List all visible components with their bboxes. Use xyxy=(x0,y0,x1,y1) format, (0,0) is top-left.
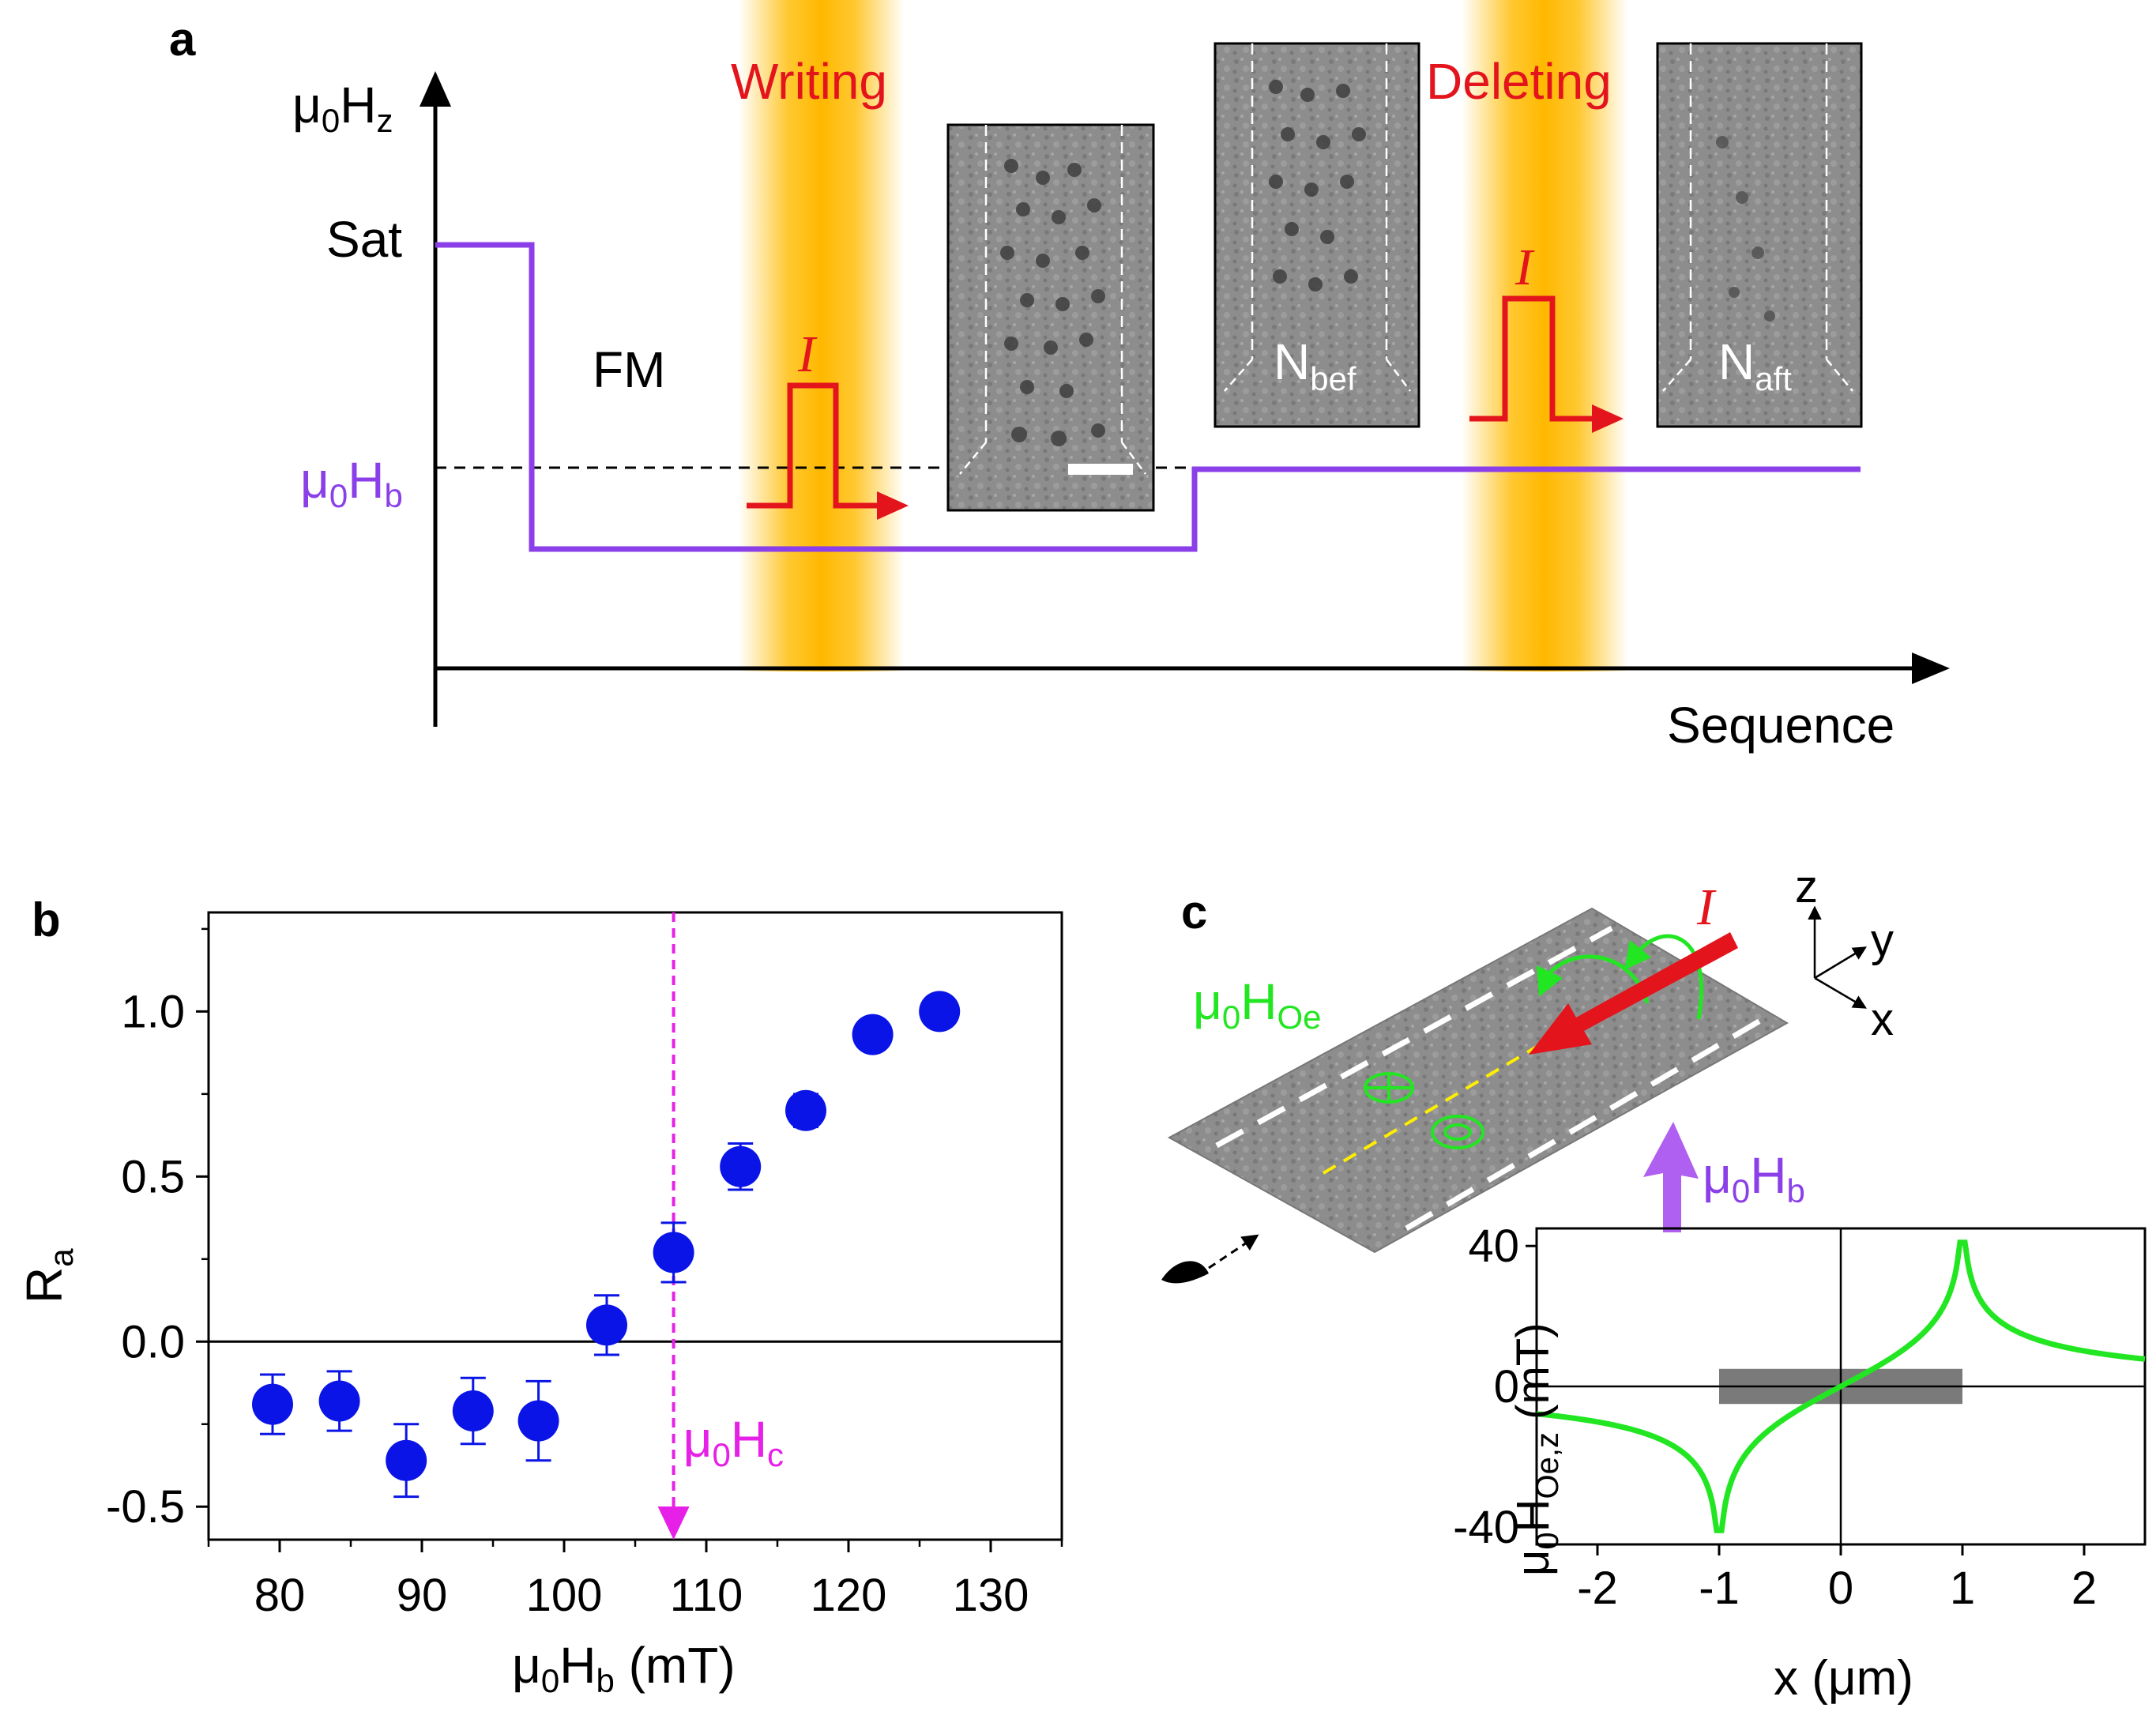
inset-x-tick-label: 2 xyxy=(2071,1563,2097,1614)
inset-x-tick-label: 1 xyxy=(1950,1563,1975,1614)
data-point xyxy=(720,1145,762,1187)
inset-x-tick-label: -2 xyxy=(1577,1563,1618,1614)
panel-a: a μ0Hz Sat FM μ0Hb Writing Deleting Sequ… xyxy=(169,0,1950,754)
hb-field-arrow xyxy=(1643,1122,1699,1232)
inset-y-tick-label: 0 xyxy=(1494,1361,1519,1412)
sequence-label: Sequence xyxy=(1667,697,1894,754)
writing-label: Writing xyxy=(731,53,887,110)
axis-y-label: y xyxy=(1871,915,1894,966)
hc-label: μ0Hc xyxy=(683,1411,784,1473)
panel-c: c I μ0HOe μ0Hb xyxy=(1161,861,2147,1706)
panel-b-y-ticks: -0.5 0.0 0.5 1.0 xyxy=(106,927,209,1533)
writing-current-label: I xyxy=(797,325,818,383)
panel-b: b -0.5 0.0 0.5 1.0 80 90 100 110 120 130 μ0Hc μ0… xyxy=(16,893,1063,1699)
data-point xyxy=(252,1383,293,1425)
data-point xyxy=(386,1439,427,1481)
data-point xyxy=(517,1400,559,1442)
fm-label: FM xyxy=(593,341,665,398)
data-point xyxy=(852,1014,894,1055)
hb-label: μ0Hb xyxy=(300,452,403,514)
inset-x-tick-label: -1 xyxy=(1699,1563,1740,1614)
micrograph-after: Naft xyxy=(1656,42,1863,428)
panel-a-label: a xyxy=(169,13,196,66)
panel-b-x-tick-label: 90 xyxy=(397,1570,448,1621)
data-point xyxy=(586,1304,627,1346)
data-point xyxy=(919,991,961,1033)
panel-a-x-arrowhead xyxy=(1912,653,1950,684)
coordinate-axes xyxy=(1808,905,1868,1009)
oersted-arc-arrowhead-2 xyxy=(1624,940,1651,970)
panel-b-x-ticks: 80 90 100 110 120 130 xyxy=(207,1540,1063,1621)
panel-b-y-tick-label: 0.0 xyxy=(121,1316,185,1367)
inset-x-ticks: -2 -1 0 1 2 xyxy=(1577,1544,2097,1614)
panel-c-hb-label: μ0Hb xyxy=(1703,1147,1805,1209)
panel-b-data-points xyxy=(252,991,961,1499)
deleting-pulse-arrowhead xyxy=(1592,404,1624,433)
deleting-band xyxy=(1462,0,1627,671)
inset-x-tick-label: 0 xyxy=(1828,1563,1853,1614)
track-edge-bottom xyxy=(1405,1012,1771,1232)
hoe-label: μ0HOe xyxy=(1193,973,1321,1036)
sat-label: Sat xyxy=(326,211,402,268)
writing-pulse xyxy=(747,382,885,509)
hc-arrowhead xyxy=(657,1506,690,1540)
data-point xyxy=(318,1380,360,1422)
panel-b-x-tick-label: 100 xyxy=(526,1570,603,1621)
oersted-arc-arrowhead xyxy=(1537,965,1563,997)
panel-b-y-tick-label: 1.0 xyxy=(121,986,185,1037)
field-sequence-line xyxy=(435,242,1861,552)
panel-c-current-label: I xyxy=(1696,878,1717,936)
center-line xyxy=(1322,1045,1538,1175)
panel-b-x-tick-label: 120 xyxy=(811,1570,887,1621)
inset-y-ticks: -40 0 40 xyxy=(1453,1221,1537,1553)
data-point xyxy=(653,1232,694,1273)
deleting-pulse xyxy=(1469,295,1600,422)
eye-icon xyxy=(1161,1234,1259,1284)
deleting-label: Deleting xyxy=(1426,53,1612,110)
panel-b-x-tick-label: 80 xyxy=(254,1570,306,1621)
track-edge-top xyxy=(1215,925,1613,1149)
data-point xyxy=(785,1089,826,1131)
inset-y-tick-label: -40 xyxy=(1453,1502,1519,1553)
panel-b-x-tick-label: 110 xyxy=(670,1570,743,1621)
writing-pulse-arrowhead xyxy=(877,491,909,520)
panel-b-label: b xyxy=(32,893,61,946)
panel-b-x-tick-label: 130 xyxy=(953,1570,1029,1621)
axis-z-label: z xyxy=(1795,861,1818,912)
panel-b-x-label: μ0Hb (mT) xyxy=(512,1637,736,1699)
axis-x-label: x xyxy=(1871,994,1894,1045)
panel-a-y-arrowhead xyxy=(420,71,451,107)
data-point xyxy=(452,1390,494,1432)
panel-c-label: c xyxy=(1181,886,1207,938)
panel-b-y-tick-label: -0.5 xyxy=(106,1481,185,1533)
inset-x-label: x (μm) xyxy=(1774,1651,1913,1706)
writing-band xyxy=(739,0,905,671)
deleting-current-label: I xyxy=(1514,239,1535,296)
panel-b-y-label: Ra xyxy=(16,1248,80,1303)
oersted-field-curve xyxy=(1536,1239,2146,1533)
skyrmion-markers xyxy=(1364,1072,1484,1149)
micrograph-writing xyxy=(946,123,1155,512)
inset-y-tick-label: 40 xyxy=(1468,1221,1519,1272)
micrograph-before: Nbef xyxy=(1213,42,1420,428)
current-arrow xyxy=(1529,932,1738,1055)
y-axis-label: μ0Hz xyxy=(292,77,393,139)
panel-b-y-tick-label: 0.5 xyxy=(121,1151,185,1202)
